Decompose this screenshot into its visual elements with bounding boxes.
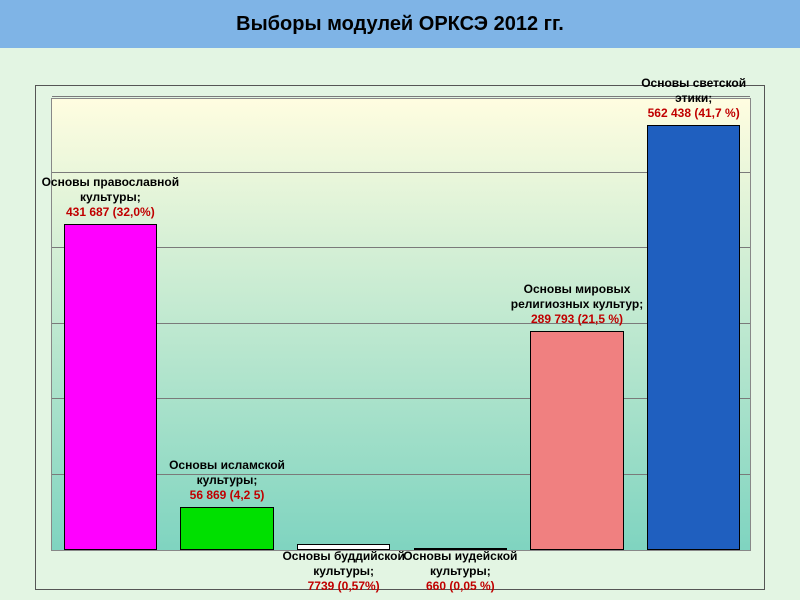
page: Выборы модулей ОРКСЭ 2012 гг. Основы пра…	[0, 0, 800, 600]
bar-islamic	[180, 507, 273, 550]
bar-label-title: Основы мировых религиозных культур;	[507, 282, 647, 312]
bar-label-islamic: Основы исламской культуры;56 869 (4,2 5)	[157, 458, 297, 503]
plot-area: Основы православной культуры;431 687 (32…	[51, 98, 751, 551]
bar-label-secular: Основы светской этики;562 438 (41,7 %)	[624, 76, 764, 121]
bar-orthodox	[64, 224, 157, 550]
bar-label-title: Основы иудейской культуры;	[390, 549, 530, 579]
bar-world	[530, 331, 623, 550]
gridline	[52, 172, 750, 173]
bar-label-title: Основы православной культуры;	[40, 175, 180, 205]
page-title: Выборы модулей ОРКСЭ 2012 гг.	[236, 13, 564, 36]
bar-label-value: 289 793 (21,5 %)	[507, 312, 647, 327]
bar-label-orthodox: Основы православной культуры;431 687 (32…	[40, 175, 180, 220]
bar-label-value: 56 869 (4,2 5)	[157, 488, 297, 503]
bar-label-title: Основы исламской культуры;	[157, 458, 297, 488]
header-bar: Выборы модулей ОРКСЭ 2012 гг.	[0, 0, 800, 48]
bar-label-jewish: Основы иудейской культуры;660 (0,05 %)	[390, 549, 530, 594]
bar-label-value: 660 (0,05 %)	[390, 579, 530, 594]
bar-label-title: Основы светской этики;	[624, 76, 764, 106]
bar-label-value: 562 438 (41,7 %)	[624, 106, 764, 121]
bar-secular	[647, 125, 740, 550]
bar-label-value: 431 687 (32,0%)	[40, 205, 180, 220]
bar-label-world: Основы мировых религиозных культур;289 7…	[507, 282, 647, 327]
chart-frame: Основы православной культуры;431 687 (32…	[35, 85, 765, 590]
